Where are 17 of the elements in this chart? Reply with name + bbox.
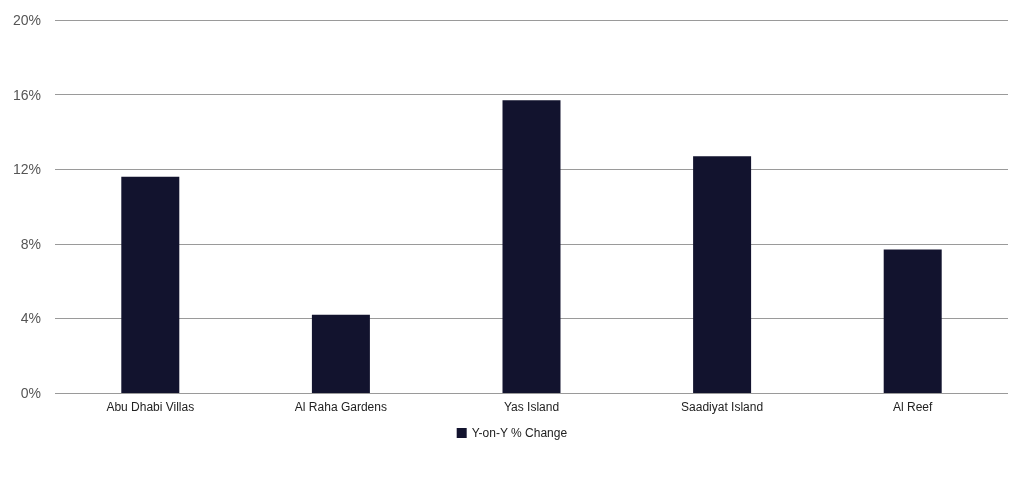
y-tick-label: 8% xyxy=(20,235,41,252)
bar xyxy=(502,100,561,393)
legend-label: Y-on-Y % Change xyxy=(471,426,568,440)
bar xyxy=(121,176,180,393)
y-tick-label: 4% xyxy=(20,310,41,327)
x-tick-label: Abu Dhabi Villas xyxy=(106,400,195,414)
bar xyxy=(883,249,942,393)
x-tick-label: Al Reef xyxy=(893,400,934,414)
bar xyxy=(693,156,752,393)
y-tick-label: 0% xyxy=(20,385,41,401)
y-tick-label: 20% xyxy=(12,12,41,28)
y-tick-label: 12% xyxy=(12,161,41,178)
x-tick-label: Yas Island xyxy=(503,400,560,414)
x-tick-label: Al Raha Gardens xyxy=(294,400,387,414)
bar xyxy=(311,314,370,393)
x-tick-label: Saadiyat Island xyxy=(681,400,764,414)
y-tick-label: 16% xyxy=(12,86,41,103)
